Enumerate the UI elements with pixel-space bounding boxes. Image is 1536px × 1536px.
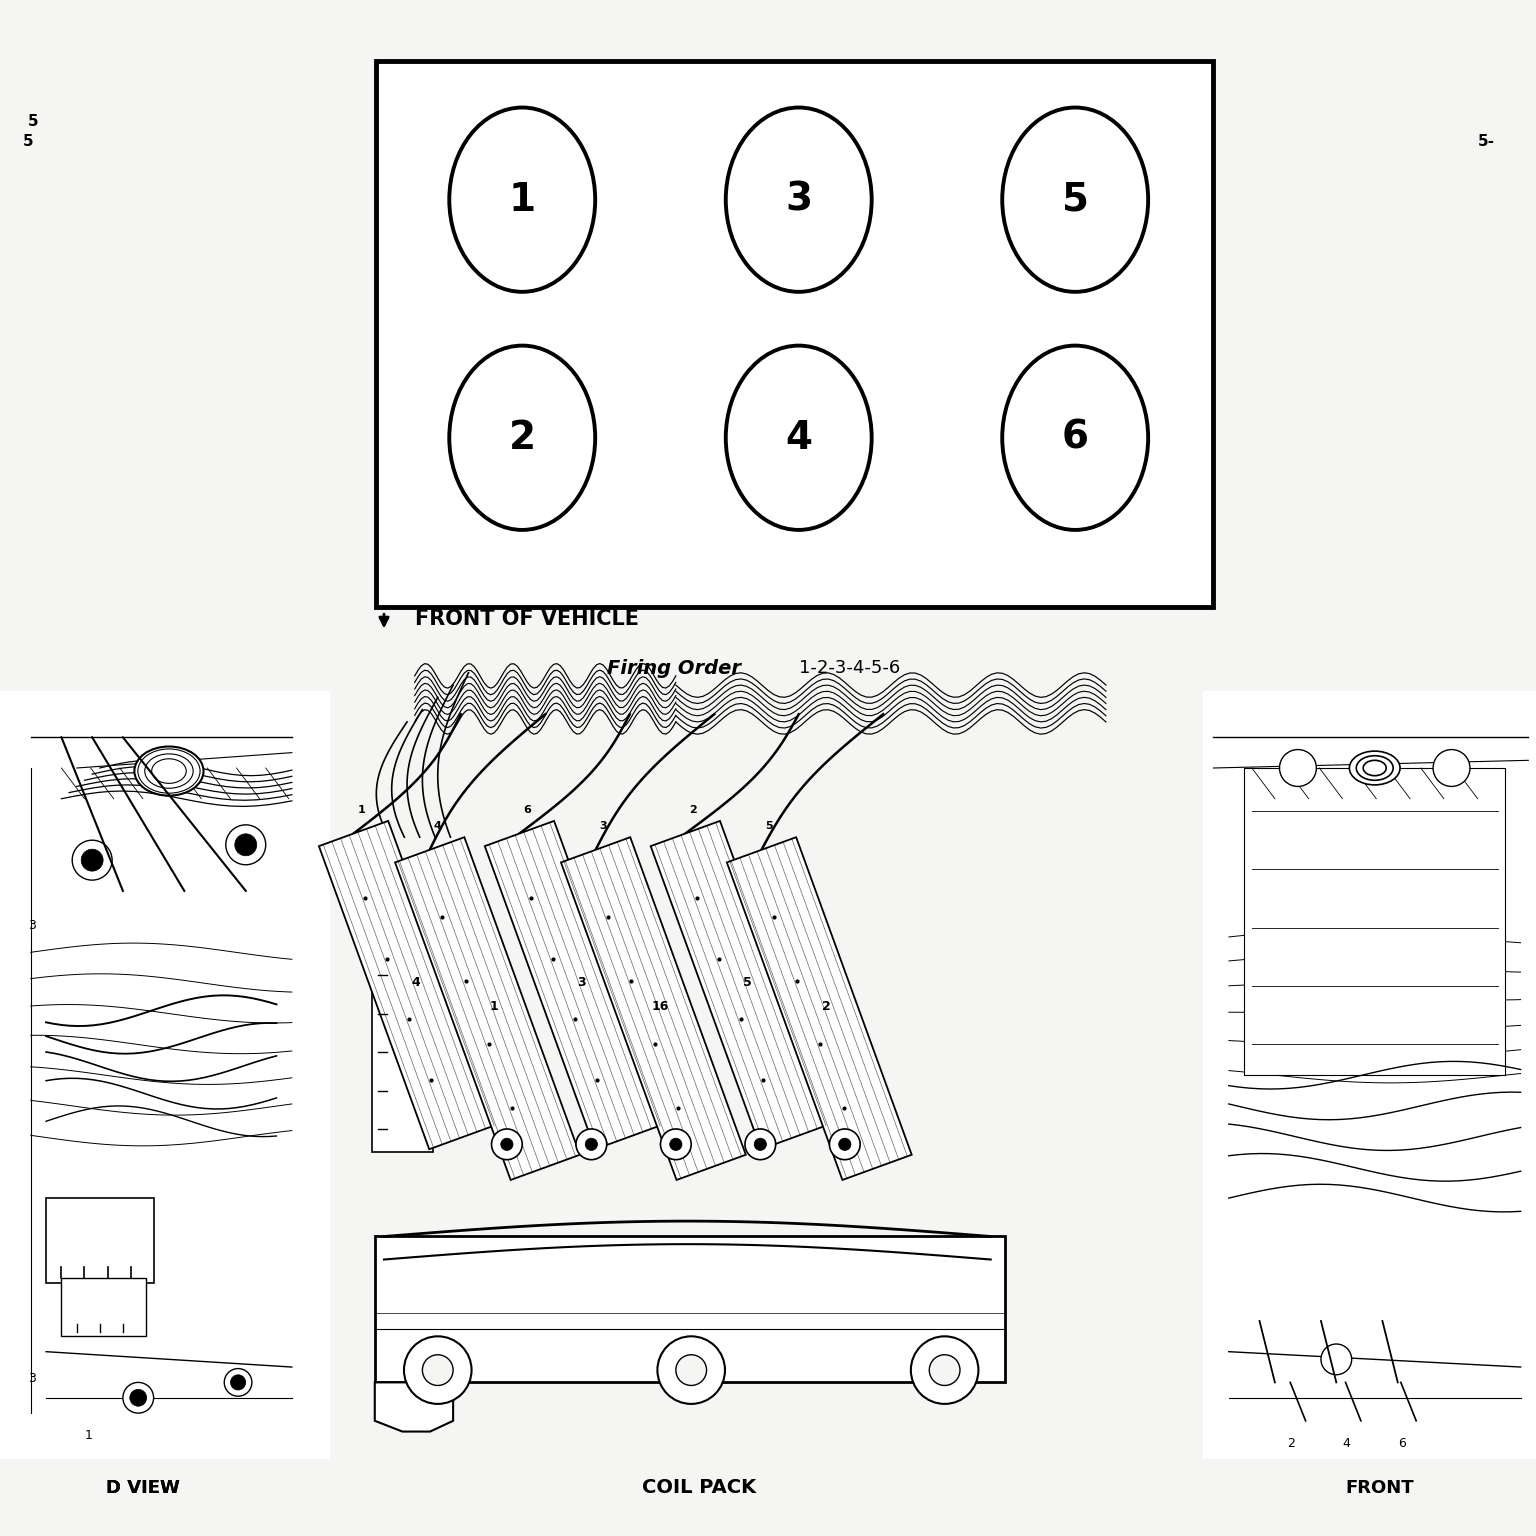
Text: 6: 6 [1061, 419, 1089, 456]
Circle shape [1321, 1344, 1352, 1375]
Circle shape [123, 1382, 154, 1413]
Text: 5: 5 [743, 975, 751, 989]
Circle shape [657, 1336, 725, 1404]
Ellipse shape [1356, 756, 1393, 780]
Text: 3: 3 [28, 919, 35, 932]
Bar [376, 61, 1213, 607]
Polygon shape [319, 820, 499, 1149]
Circle shape [72, 840, 112, 880]
Text: 5: 5 [28, 114, 38, 129]
Bar [61, 1278, 146, 1336]
Bar [375, 1236, 1005, 1382]
Text: 6: 6 [1398, 1436, 1405, 1450]
Text: 5: 5 [765, 822, 773, 831]
Text: 1: 1 [84, 1428, 92, 1442]
Circle shape [585, 1138, 598, 1150]
Text: D VIEW: D VIEW [106, 1479, 180, 1498]
Text: FRONT OF VEHICLE: FRONT OF VEHICLE [415, 608, 639, 630]
Polygon shape [485, 820, 665, 1149]
Bar [0, 691, 330, 1459]
Ellipse shape [134, 746, 203, 796]
Ellipse shape [1001, 346, 1147, 530]
Circle shape [670, 1138, 682, 1150]
Circle shape [911, 1336, 978, 1404]
Text: 2: 2 [822, 1000, 831, 1012]
Text: 4: 4 [785, 419, 813, 456]
Circle shape [754, 1138, 766, 1150]
Text: 1: 1 [490, 1000, 499, 1012]
Bar [1244, 768, 1505, 1075]
Text: 1: 1 [508, 181, 536, 218]
Text: 2: 2 [508, 419, 536, 456]
Ellipse shape [725, 108, 872, 292]
Bar [372, 922, 433, 1152]
Ellipse shape [725, 346, 872, 530]
Polygon shape [395, 837, 581, 1180]
Circle shape [1279, 750, 1316, 786]
Polygon shape [651, 820, 831, 1149]
Text: Firing Order: Firing Order [607, 659, 740, 677]
Bar [46, 1198, 154, 1283]
Bar [1203, 691, 1536, 1459]
Circle shape [929, 1355, 960, 1385]
Text: 16: 16 [651, 1000, 670, 1012]
Text: 3: 3 [28, 1372, 35, 1385]
Circle shape [492, 1129, 522, 1160]
Circle shape [226, 825, 266, 865]
Circle shape [81, 849, 103, 871]
Text: D VIEW: D VIEW [106, 1479, 180, 1498]
Text: 4: 4 [412, 975, 419, 989]
Circle shape [224, 1369, 252, 1396]
Text: 6: 6 [524, 805, 531, 816]
Circle shape [660, 1129, 691, 1160]
Text: 4: 4 [1342, 1436, 1350, 1450]
Ellipse shape [1349, 751, 1401, 785]
Circle shape [501, 1138, 513, 1150]
Ellipse shape [1001, 108, 1147, 292]
Text: 3: 3 [785, 181, 813, 218]
Circle shape [129, 1389, 147, 1407]
Ellipse shape [1364, 760, 1385, 776]
Polygon shape [727, 837, 912, 1180]
Text: 2: 2 [690, 805, 697, 816]
Circle shape [230, 1375, 246, 1390]
Circle shape [235, 834, 257, 856]
Circle shape [676, 1355, 707, 1385]
Text: COIL PACK: COIL PACK [642, 1478, 756, 1498]
Text: 5: 5 [1061, 181, 1089, 218]
Text: FRONT: FRONT [1346, 1479, 1413, 1498]
Polygon shape [375, 1382, 453, 1432]
Text: 4: 4 [433, 822, 441, 831]
Text: 3: 3 [599, 822, 607, 831]
Circle shape [1433, 750, 1470, 786]
Circle shape [404, 1336, 472, 1404]
Text: 5-: 5- [1478, 134, 1495, 149]
Text: 2: 2 [1287, 1436, 1295, 1450]
Text: 1-2-3-4-5-6: 1-2-3-4-5-6 [799, 659, 900, 677]
Text: 1: 1 [358, 805, 366, 816]
Circle shape [745, 1129, 776, 1160]
Text: 3: 3 [578, 975, 585, 989]
Circle shape [829, 1129, 860, 1160]
Text: 5: 5 [23, 134, 34, 149]
Circle shape [839, 1138, 851, 1150]
Ellipse shape [449, 108, 596, 292]
Circle shape [422, 1355, 453, 1385]
Circle shape [576, 1129, 607, 1160]
Polygon shape [561, 837, 746, 1180]
Ellipse shape [449, 346, 596, 530]
